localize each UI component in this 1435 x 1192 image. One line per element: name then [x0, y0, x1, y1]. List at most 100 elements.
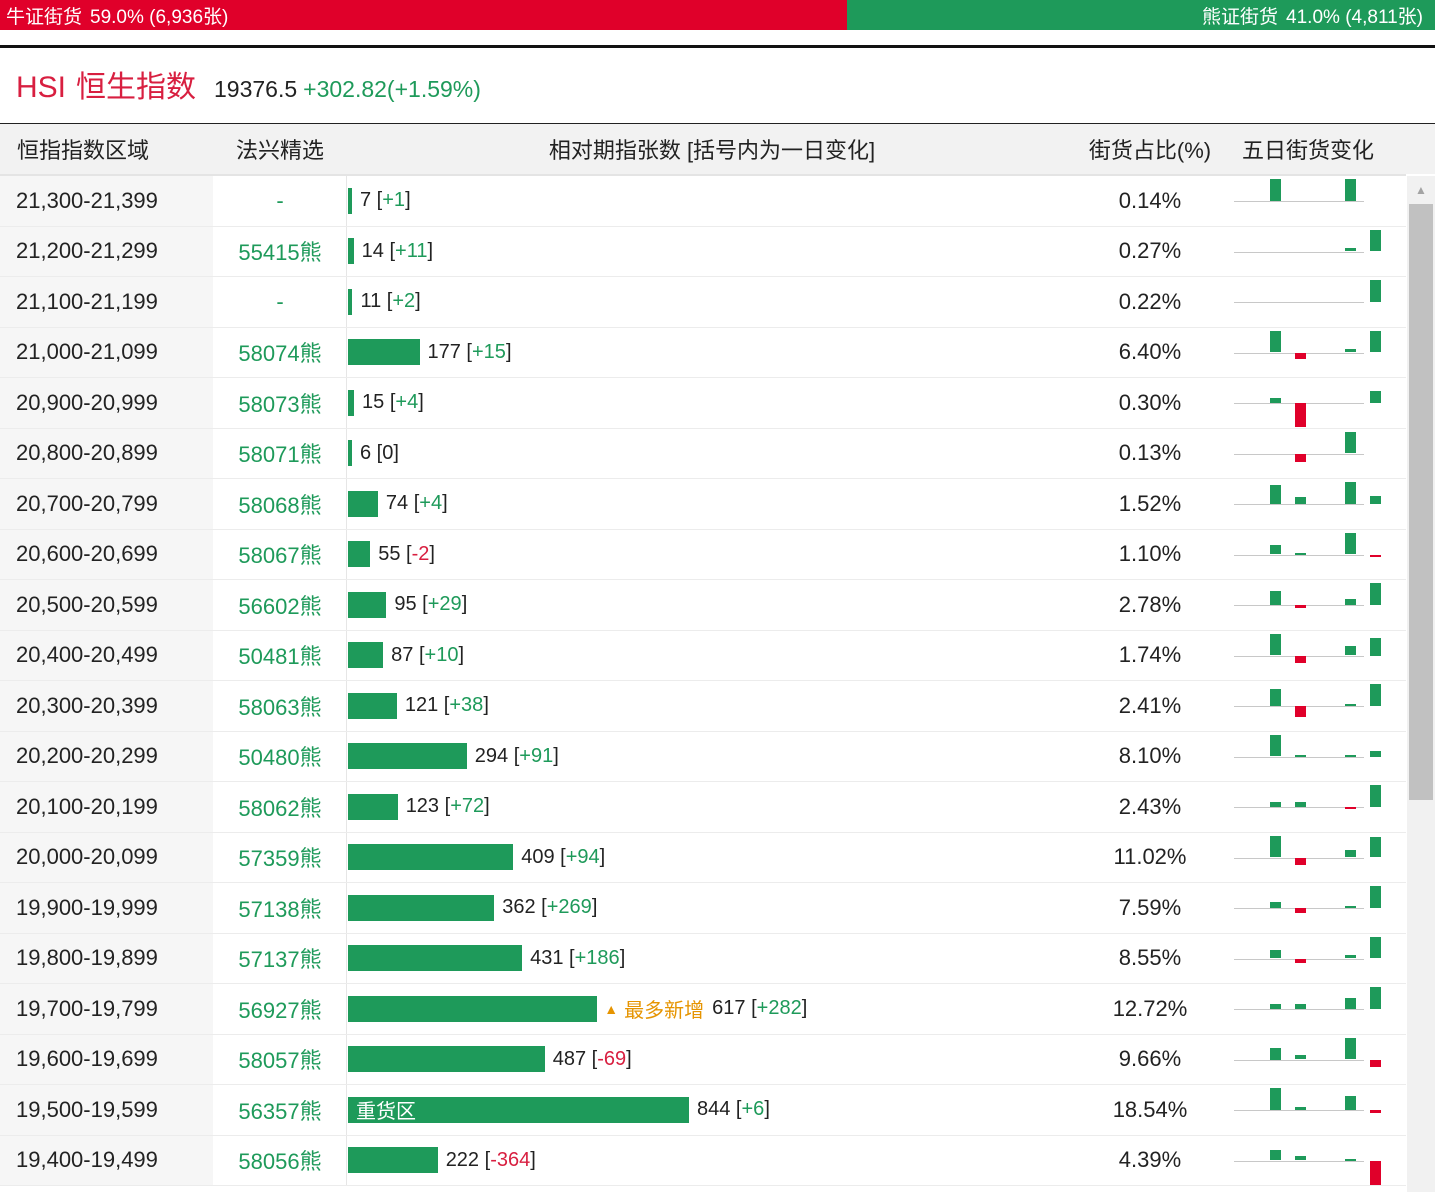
- sparkline-bar: [1295, 857, 1306, 865]
- five-day-sparkline: [1234, 833, 1381, 883]
- sparkline-bar: [1295, 706, 1306, 717]
- sparkline-bar: [1370, 330, 1381, 353]
- pick-link[interactable]: 58062熊: [238, 795, 322, 821]
- table-row[interactable]: 20,200-20,299 50480熊 294 [+91] 8.10%: [0, 731, 1406, 782]
- daily-change: 0: [382, 441, 394, 464]
- pick-link[interactable]: 57137熊: [238, 947, 322, 973]
- table-row[interactable]: 19,800-19,899 57137熊 431 [+186] 8.55%: [0, 933, 1406, 984]
- bear-label: 熊证街货: [1202, 6, 1279, 28]
- pick-link[interactable]: 56357熊: [238, 1098, 322, 1124]
- quantity-bar: [348, 1046, 545, 1073]
- range-cell: 20,300-20,399: [0, 681, 213, 731]
- sparkline-bar: [1270, 179, 1281, 201]
- quantity-value: 121: [404, 694, 439, 717]
- pick-link[interactable]: 58074熊: [238, 341, 322, 367]
- sparkline-bar: [1345, 599, 1356, 605]
- five-day-sparkline: [1234, 530, 1381, 580]
- range-cell: 20,800-20,899: [0, 428, 213, 478]
- sparkline-bar: [1270, 1047, 1281, 1060]
- pick-link[interactable]: 58056熊: [238, 1149, 322, 1175]
- table-header: 恒指指数区域 法兴精选 相对期指张数 [括号内为一日变化] 街货占比(%) 五日…: [0, 124, 1435, 174]
- sparkline-bar: [1270, 398, 1281, 403]
- scroll-thumb[interactable]: [1409, 204, 1433, 800]
- table-row[interactable]: 19,500-19,599 56357熊 重货区 844 [+6] 18.54%: [0, 1085, 1406, 1136]
- pick-link[interactable]: 57138熊: [238, 896, 322, 922]
- table-row[interactable]: 19,600-19,699 58057熊 487 [-69] 9.66%: [0, 1034, 1406, 1085]
- sparkline-bar: [1370, 391, 1381, 403]
- pick-link[interactable]: 56602熊: [238, 593, 322, 619]
- five-day-sparkline: [1234, 681, 1381, 731]
- index-header: HSI 恒生指数 19376.5 +302.82(+1.59%): [16, 62, 481, 106]
- five-day-sparkline: [1234, 732, 1381, 782]
- pick-link[interactable]: 56927熊: [238, 997, 322, 1023]
- table-row[interactable]: 20,000-20,099 57359熊 409 [+94] 11.02%: [0, 832, 1406, 883]
- table-row[interactable]: 21,100-21,199 - 11 [+2] 0.22%: [0, 277, 1406, 328]
- quantity-text: 617 [+282]: [712, 997, 808, 1020]
- pick-link[interactable]: 58073熊: [238, 391, 322, 417]
- table-row[interactable]: 20,300-20,399 58063熊 121 [+38] 2.41%: [0, 681, 1406, 732]
- pick-link[interactable]: 50481熊: [238, 644, 322, 670]
- divider: [0, 45, 1435, 48]
- quantity-bar: 重货区: [348, 1096, 689, 1123]
- pick-link[interactable]: 58057熊: [238, 1048, 322, 1074]
- table-row[interactable]: 20,600-20,699 58067熊 55 [-2] 1.10%: [0, 529, 1406, 580]
- table-row[interactable]: 19,400-19,499 58056熊 222 [-364] 4.39%: [0, 1135, 1406, 1186]
- sparkline-baseline: [1234, 554, 1364, 556]
- quantity-value: 487: [552, 1047, 587, 1070]
- most-added-badge: 最多新增: [624, 1000, 705, 1023]
- quantity-bar: [348, 844, 514, 871]
- sparkline-bar: [1295, 958, 1306, 964]
- pick-link[interactable]: 58071熊: [238, 442, 322, 468]
- sparkline-bar: [1270, 689, 1281, 706]
- table-row[interactable]: 20,800-20,899 58071熊 6 [0] 0.13%: [0, 428, 1406, 479]
- quantity-cell: 409 [+94]: [346, 832, 1076, 882]
- table-row[interactable]: 19,900-19,999 57138熊 362 [+269] 7.59%: [0, 883, 1406, 934]
- daily-change: +72: [450, 795, 485, 818]
- scroll-up-arrow-icon[interactable]: ▲: [1415, 183, 1427, 197]
- pick-link[interactable]: 58063熊: [238, 694, 322, 720]
- quantity-bar: [348, 389, 355, 416]
- quantity-cell: 6 [0]: [346, 428, 1076, 478]
- sparkline-bar: [1295, 403, 1306, 427]
- five-day-sparkline: [1234, 176, 1366, 226]
- table-row[interactable]: 21,300-21,399 - 7 [+1] 0.14%: [0, 176, 1406, 227]
- table-row[interactable]: 20,100-20,199 58062熊 123 [+72] 2.43%: [0, 782, 1406, 833]
- percent-cell: 0.13%: [1118, 440, 1182, 466]
- table-row[interactable]: 20,400-20,499 50481熊 87 [+10] 1.74%: [0, 630, 1406, 681]
- pick-link[interactable]: 58068熊: [238, 492, 322, 518]
- table-body: 21,300-21,399 - 7 [+1] 0.14% 21,200-21,299 55…: [0, 176, 1406, 1186]
- table-row[interactable]: 20,700-20,799 58068熊 74 [+4] 1.52%: [0, 479, 1406, 530]
- table-row[interactable]: 20,900-20,999 58073熊 15 [+4] 0.30%: [0, 378, 1406, 429]
- daily-change: -364: [490, 1148, 531, 1171]
- index-name: 恒生指数: [76, 71, 197, 104]
- heavy-zone-label: 重货区: [356, 1101, 416, 1123]
- quantity-cell: 74 [+4]: [346, 479, 1076, 529]
- quantity-cell: 14 [+11]: [346, 226, 1076, 276]
- percent-cell: 12.72%: [1112, 995, 1188, 1021]
- pick-link[interactable]: 55415熊: [238, 240, 322, 266]
- range-cell: 20,200-20,299: [0, 731, 213, 781]
- pick-link[interactable]: 57359熊: [238, 846, 322, 872]
- quantity-bar: [348, 642, 384, 669]
- quantity-cell: 362 [+269]: [346, 883, 1076, 933]
- pick-link[interactable]: 58067熊: [238, 543, 322, 569]
- header-divider: [0, 174, 1406, 176]
- quantity-cell: 177 [+15]: [346, 327, 1076, 377]
- percent-cell: 7.59%: [1118, 894, 1182, 920]
- quantity-text: 55 [-2]: [378, 542, 435, 565]
- table-row[interactable]: 21,200-21,299 55415熊 14 [+11] 0.27%: [0, 226, 1406, 277]
- sparkline-bar: [1270, 484, 1281, 504]
- quantity-bar: [348, 288, 353, 315]
- sparkline-bar: [1345, 532, 1356, 555]
- table-row[interactable]: 21,000-21,099 58074熊 177 [+15] 6.40%: [0, 327, 1406, 378]
- sparkline-bar: [1295, 496, 1306, 504]
- range-cell: 20,600-20,699: [0, 529, 213, 579]
- sparkline-bar: [1295, 1107, 1306, 1110]
- sparkline-bar: [1370, 583, 1381, 605]
- table-row[interactable]: 19,700-19,799 56927熊 ▲ 最多新增 617 [+282] 12.72%: [0, 984, 1406, 1035]
- quantity-text: 95 [+29]: [394, 593, 468, 616]
- vertical-scrollbar[interactable]: ▲: [1407, 176, 1435, 1192]
- five-day-sparkline: [1234, 479, 1381, 529]
- table-row[interactable]: 20,500-20,599 56602熊 95 [+29] 2.78%: [0, 580, 1406, 631]
- pick-link[interactable]: 50480熊: [238, 745, 322, 771]
